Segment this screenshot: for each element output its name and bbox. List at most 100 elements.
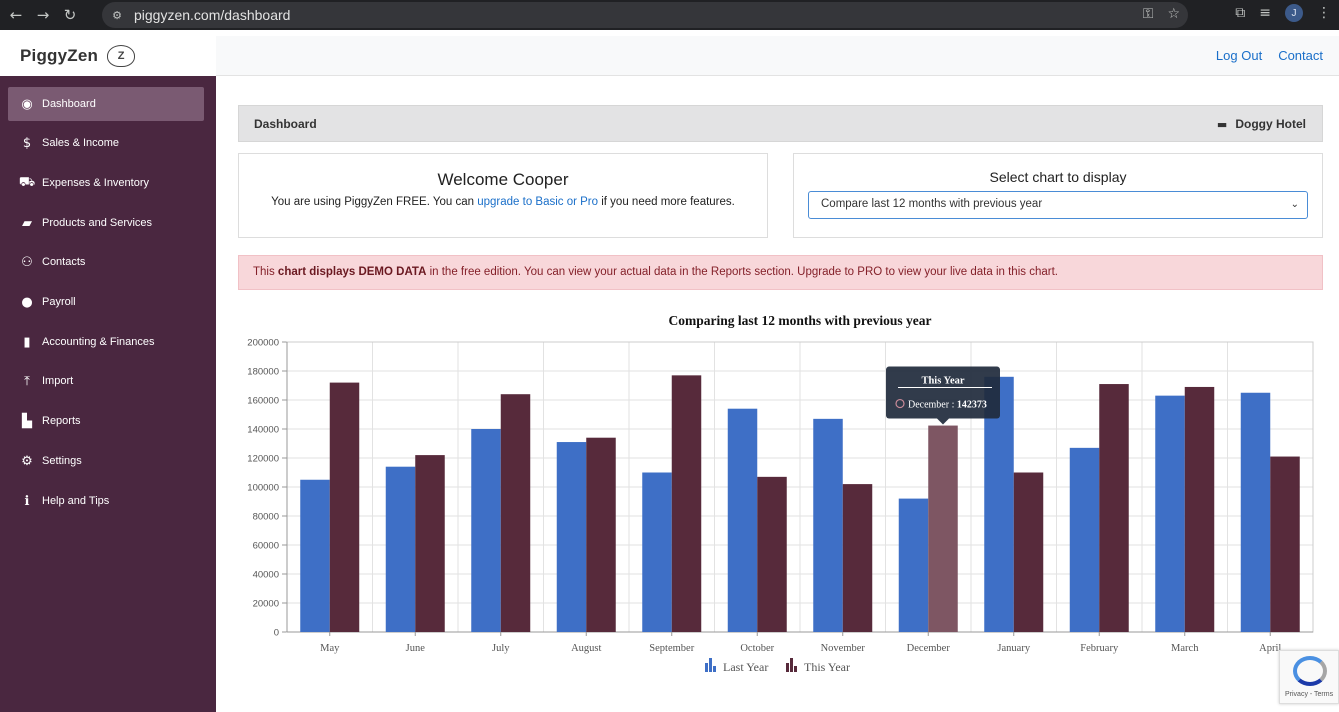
- sidebar-item-import[interactable]: ⤒ Import: [8, 364, 204, 398]
- sidebar: ◉ Dashboard $ Sales & Income ⛟ Expenses …: [0, 76, 216, 712]
- bar-last-year: [471, 429, 501, 632]
- x-tick-label: July: [492, 643, 510, 654]
- y-tick-label: 100000: [247, 483, 279, 494]
- sidebar-item-label: Settings: [42, 455, 82, 467]
- y-tick-label: 160000: [247, 396, 279, 407]
- alert-text-before: This: [253, 266, 278, 278]
- bar-last-year: [385, 466, 416, 632]
- bar-chart-icon: ▙: [22, 413, 32, 429]
- chart-select-dropdown[interactable]: Compare last 12 months with previous yea…: [808, 191, 1308, 219]
- brand[interactable]: PiggyZen Z: [0, 36, 216, 76]
- recaptcha-badge[interactable]: Privacy - Terms: [1279, 650, 1339, 704]
- site-info-icon[interactable]: ⚙: [112, 8, 122, 22]
- sidebar-item-accounting[interactable]: ▮ Accounting & Finances: [8, 325, 204, 359]
- forward-icon[interactable]: →: [36, 6, 50, 24]
- logout-link[interactable]: Log Out: [1215, 48, 1263, 63]
- bar-last-year: [1240, 392, 1271, 632]
- bar-this-year: [1013, 472, 1044, 632]
- legend-label: This Year: [804, 660, 850, 674]
- user-icon: ●: [21, 294, 33, 310]
- menu-icon[interactable]: ⋮: [1317, 5, 1331, 21]
- sidebar-item-help[interactable]: ℹ Help and Tips: [8, 484, 204, 518]
- upgrade-link[interactable]: upgrade to Basic or Pro: [477, 196, 599, 208]
- bar-last-year: [1069, 447, 1100, 632]
- x-tick-label: November: [821, 643, 866, 654]
- welcome-text-before: You are using PiggyZen FREE. You can: [271, 196, 478, 208]
- bar-last-year: [984, 376, 1014, 632]
- x-tick-label: September: [649, 643, 694, 654]
- x-tick-label: February: [1080, 643, 1119, 654]
- chart-svg: Comparing last 12 months with previous y…: [247, 313, 1314, 674]
- url-text[interactable]: piggyzen.com/dashboard: [134, 7, 291, 23]
- sidebar-item-settings[interactable]: ⚙ Settings: [8, 444, 204, 478]
- media-icon[interactable]: ≡: [1259, 5, 1271, 21]
- sidebar-item-sales[interactable]: $ Sales & Income: [8, 126, 204, 160]
- back-icon[interactable]: ←: [9, 6, 23, 24]
- info-icon: ℹ: [24, 493, 30, 509]
- users-icon: ⚇: [21, 254, 33, 270]
- bar-last-year: [898, 498, 929, 632]
- breadcrumb-bar: Dashboard ▬ Doggy Hotel: [238, 105, 1323, 142]
- sidebar-item-label: Accounting & Finances: [42, 336, 155, 348]
- bar-this-year: [928, 425, 958, 632]
- y-tick-label: 140000: [247, 425, 279, 436]
- bar-this-year: [1184, 386, 1215, 632]
- legend-swatch: [705, 663, 708, 672]
- star-icon[interactable]: ☆: [1167, 6, 1180, 22]
- bar-this-year: [1270, 456, 1300, 632]
- tooltip-pointer: [936, 418, 949, 425]
- y-tick-label: 80000: [253, 512, 279, 523]
- sidebar-item-payroll[interactable]: ● Payroll: [8, 285, 204, 319]
- comparison-chart: Comparing last 12 months with previous y…: [238, 305, 1323, 685]
- browser-toolbar: ← → ↻ ⚙ piggyzen.com/dashboard ⚿ ☆ ⧉ ≡ J…: [0, 0, 1339, 30]
- company-name: Doggy Hotel: [1235, 117, 1306, 131]
- bar-last-year: [813, 418, 843, 632]
- address-bar[interactable]: ⚙ piggyzen.com/dashboard ⚿ ☆: [102, 2, 1188, 28]
- x-tick-label: December: [907, 643, 951, 654]
- legend-swatch: [794, 666, 797, 672]
- y-tick-label: 200000: [247, 338, 279, 349]
- box-icon: ▰: [22, 215, 32, 231]
- bar-this-year: [415, 455, 445, 632]
- chart-select-title: Select chart to display: [989, 169, 1127, 185]
- sidebar-item-dashboard[interactable]: ◉ Dashboard: [8, 87, 204, 121]
- chart-title: Comparing last 12 months with previous y…: [668, 313, 931, 328]
- sidebar-item-label: Dashboard: [42, 98, 96, 110]
- dashboard-icon: ◉: [21, 96, 33, 112]
- y-tick-label: 60000: [253, 541, 279, 552]
- chart-select-card: Select chart to display Compare last 12 …: [793, 153, 1323, 238]
- bar-this-year: [586, 437, 616, 632]
- bar-this-year: [500, 394, 531, 632]
- sidebar-item-contacts[interactable]: ⚇ Contacts: [8, 245, 204, 279]
- x-tick-label: October: [740, 643, 774, 654]
- company-selector[interactable]: ▬ Doggy Hotel: [1217, 117, 1306, 131]
- x-tick-label: January: [997, 643, 1030, 654]
- bar-last-year: [300, 479, 330, 632]
- sidebar-item-label: Products and Services: [42, 217, 153, 229]
- piggy-logo-icon: Z: [107, 45, 136, 67]
- contact-link[interactable]: Contact: [1278, 48, 1323, 63]
- legend-swatch: [790, 658, 793, 672]
- legend-label: Last Year: [723, 660, 768, 674]
- profile-avatar[interactable]: J: [1285, 4, 1303, 22]
- sidebar-item-expenses[interactable]: ⛟ Expenses & Inventory: [8, 166, 204, 200]
- extensions-icon[interactable]: ⧉: [1235, 5, 1246, 21]
- x-tick-label: May: [320, 643, 340, 654]
- bar-last-year: [1155, 395, 1185, 632]
- page-title: Dashboard: [254, 117, 317, 131]
- tooltip-marker: [895, 398, 905, 409]
- key-icon[interactable]: ⚿: [1142, 6, 1154, 22]
- sidebar-item-products[interactable]: ▰ Products and Services: [8, 206, 204, 240]
- legend-swatch: [709, 658, 712, 672]
- sidebar-item-reports[interactable]: ▙ Reports: [8, 404, 204, 438]
- upload-icon: ⤒: [24, 373, 30, 389]
- bar-this-year: [842, 484, 873, 632]
- tooltip-box: [885, 366, 1000, 419]
- y-tick-label: 40000: [253, 570, 279, 581]
- alert-bold-text: chart displays DEMO DATA: [277, 266, 427, 278]
- briefcase-icon: ▬: [1216, 117, 1228, 131]
- welcome-text-after: if you need more features.: [598, 196, 735, 208]
- y-tick-label: 0: [274, 628, 279, 639]
- tooltip-value: December : 142373: [908, 400, 987, 411]
- reload-icon[interactable]: ↻: [63, 6, 77, 24]
